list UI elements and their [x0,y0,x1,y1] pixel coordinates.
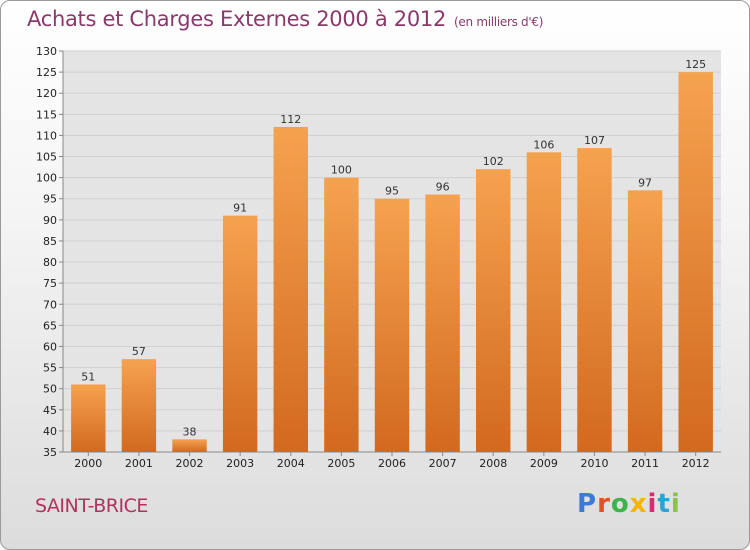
y-tick-label: 100 [36,172,57,185]
data-label: 100 [331,164,352,177]
data-label: 91 [233,202,247,215]
data-label: 125 [685,58,706,71]
y-tick-label: 85 [43,235,57,248]
x-tick-label: 2000 [74,457,102,470]
y-tick-label: 65 [43,319,57,332]
bar [121,359,157,452]
data-label: 51 [81,370,95,383]
bar [172,439,207,452]
data-label: 106 [533,138,554,151]
brand-letter: P [577,489,598,519]
x-tick-label: 2010 [580,457,608,470]
x-tick-label: 2003 [226,457,254,470]
data-label: 97 [638,176,652,189]
brand-logo: Proxiti [577,489,681,519]
city-label: SAINT-BRICE [35,495,148,517]
y-tick-label: 40 [43,425,57,438]
y-tick-label: 90 [43,214,57,227]
bar [71,384,106,452]
y-tick-label: 110 [36,129,57,142]
x-tick-label: 2006 [378,457,406,470]
y-tick-label: 75 [43,277,57,290]
y-tick-label: 80 [43,256,57,269]
x-tick-label: 2001 [125,457,153,470]
x-tick-label: 2008 [479,457,507,470]
bar [627,190,663,452]
bar [476,169,511,453]
data-label: 95 [385,185,399,198]
data-label: 38 [183,425,197,438]
y-tick-label: 50 [43,383,57,396]
y-tick-label: 120 [36,87,57,100]
y-tick-label: 70 [43,298,57,311]
data-label: 57 [132,345,146,358]
x-tick-label: 2009 [530,457,558,470]
y-tick-label: 105 [36,151,57,164]
bar [324,177,359,452]
y-tick-label: 45 [43,404,57,417]
brand-letter: o [610,489,630,519]
title-text: Achats et Charges Externes 2000 à 2012 [27,7,447,31]
unit-label: (en milliers d'€) [454,15,544,29]
y-tick-label: 55 [43,362,57,375]
data-label: 96 [436,181,450,194]
y-tick-label: 35 [43,446,57,459]
y-tick-label: 125 [36,66,57,79]
y-tick-label: 115 [36,108,57,121]
x-tick-label: 2004 [277,457,305,470]
x-tick-label: 2007 [429,457,457,470]
brand-letter: i [647,489,658,519]
data-label: 107 [584,134,605,147]
chart-title: Achats et Charges Externes 2000 à 2012 (e… [27,7,543,31]
brand-letter: t [657,489,671,519]
bar [577,148,612,452]
bar [222,215,258,452]
brand-letter: i [670,489,681,519]
x-tick-label: 2002 [176,457,204,470]
bar [425,194,460,452]
data-label: 112 [280,113,301,126]
x-tick-label: 2012 [682,457,710,470]
brand-text: Proxiti [577,489,681,519]
y-tick-label: 60 [43,340,57,353]
data-label: 102 [483,155,504,168]
bar [678,72,713,453]
y-tick-label: 130 [36,45,57,58]
x-tick-label: 2011 [631,457,659,470]
bar [526,152,562,452]
y-tick-label: 95 [43,193,57,206]
x-tick-label: 2005 [327,457,355,470]
brand-letter: x [629,489,648,519]
bar [273,126,308,453]
brand-letter: r [597,489,611,519]
bar [374,198,410,452]
